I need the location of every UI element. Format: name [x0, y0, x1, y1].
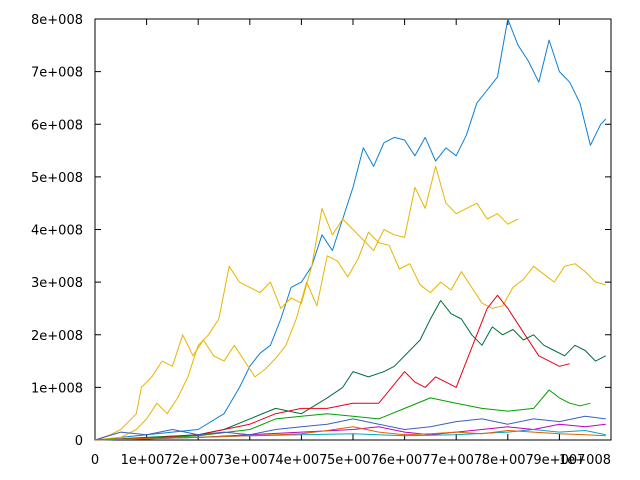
x-tick-label: 1e+007 [121, 453, 173, 468]
series-line-8 [94, 415, 606, 441]
x-tick-label: 5e+007 [327, 453, 379, 468]
x-tick-label: 0 [91, 453, 99, 468]
series-line-1 [94, 18, 607, 441]
x-tick-label: 3e+007 [224, 453, 276, 468]
series-line-5 [94, 294, 570, 441]
y-tick-label: 0 [75, 434, 83, 449]
axis-ticks [94, 18, 612, 441]
series-line-3 [94, 165, 519, 441]
y-tick-label: 1e+008 [31, 381, 83, 396]
series-line-2 [94, 231, 606, 441]
x-tick-label: 6e+007 [379, 453, 431, 468]
y-tick-label: 6e+008 [31, 118, 83, 133]
x-tick-label: 9e+007 [533, 453, 585, 468]
y-tick-label: 5e+008 [31, 171, 83, 186]
x-tick-label: 4e+007 [275, 453, 327, 468]
series-line-4 [94, 300, 607, 441]
series-line-10 [94, 426, 606, 441]
y-tick-label: 3e+008 [31, 276, 83, 291]
y-tick-label: 7e+008 [31, 66, 83, 81]
series-line-7 [94, 423, 606, 441]
series-line-6 [94, 389, 591, 441]
y-tick-label: 8e+008 [31, 13, 83, 28]
y-tick-label: 2e+008 [31, 329, 83, 344]
x-tick-label: 7e+007 [430, 453, 482, 468]
x-tick-label: 1e+008 [559, 453, 611, 468]
series-line-9 [94, 429, 606, 441]
series-lines [94, 18, 607, 441]
axis-tick-labels: 0 1e+008 2e+008 3e+008 4e+008 5e+008 6e+008 7e+… [31, 13, 611, 468]
x-tick-label: 2e+007 [172, 453, 224, 468]
x-tick-label: 8e+007 [482, 453, 534, 468]
y-tick-label: 4e+008 [31, 224, 83, 239]
